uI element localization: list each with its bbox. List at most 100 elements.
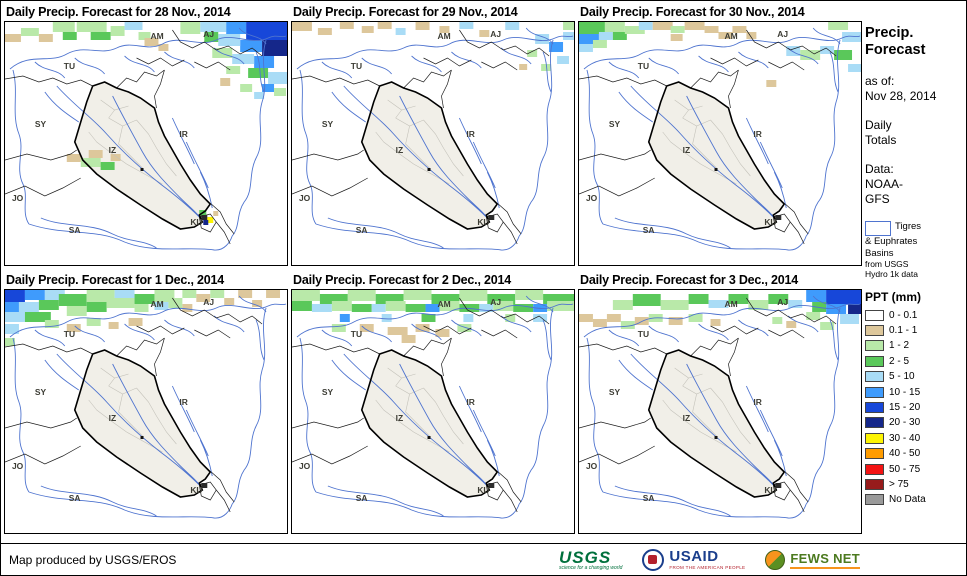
legend: 0 - 0.1 0.1 - 1 1 - 2 2 - 5 5 - 10 10 - 15 15 … <box>865 308 965 508</box>
svg-text:SA: SA <box>356 493 368 503</box>
basin-label-1: Tigres <box>895 221 922 233</box>
legend-label: 30 - 40 <box>889 432 921 444</box>
agency-logos: USGS science for a changing world USAID … <box>559 547 860 573</box>
svg-text:JO: JO <box>299 461 311 471</box>
svg-text:AM: AM <box>150 31 163 41</box>
svg-text:KU: KU <box>477 485 489 495</box>
panel-title: Daily Precip. Forecast for 2 Dec., 2014 <box>293 273 512 287</box>
map-svg: AM AJ TU SY IZ IR JO SA KU <box>5 22 287 251</box>
legend-label: 5 - 10 <box>889 371 915 383</box>
svg-text:IZ: IZ <box>683 145 691 155</box>
basin-outline-swatch <box>865 221 891 237</box>
legend-row: No Data <box>865 492 965 507</box>
footer-bar: Map produced by USGS/EROS USGS science f… <box>1 543 966 575</box>
svg-text:SA: SA <box>69 225 81 235</box>
svg-text:TU: TU <box>351 61 362 71</box>
fewsnet-globe-icon <box>765 550 786 570</box>
svg-text:KU: KU <box>477 217 489 227</box>
legend-color-swatch <box>865 340 884 352</box>
forecast-panel-2: Daily Precip. Forecast for 29 Nov., 2014… <box>291 3 575 266</box>
svg-text:IZ: IZ <box>109 413 117 423</box>
svg-text:JO: JO <box>586 193 598 203</box>
legend-row: 15 - 20 <box>865 400 965 415</box>
legend-color-swatch <box>865 494 884 506</box>
usaid-logo: USAID FROM THE AMERICAN PEOPLE <box>642 549 745 571</box>
usgs-tagline: science for a changing world <box>559 564 623 571</box>
forecast-panel-5: Daily Precip. Forecast for 2 Dec., 2014 … <box>291 271 575 534</box>
svg-text:IZ: IZ <box>396 413 404 423</box>
legend-label: 50 - 75 <box>889 463 921 475</box>
legend-color-swatch <box>865 325 884 337</box>
panel-title: Daily Precip. Forecast for 29 Nov., 2014 <box>293 5 518 19</box>
svg-text:SA: SA <box>356 225 368 235</box>
svg-text:JO: JO <box>586 461 598 471</box>
map-2-dec: AM AJ TU SY IZ IR JO SA KU <box>291 289 575 534</box>
usgs-logo: USGS science for a changing world <box>559 547 623 571</box>
svg-text:AM: AM <box>437 31 450 41</box>
map-credit: Map produced by USGS/EROS <box>9 553 177 567</box>
svg-text:SY: SY <box>35 387 47 397</box>
svg-text:IZ: IZ <box>396 145 404 155</box>
svg-text:TU: TU <box>64 329 75 339</box>
svg-text:KU: KU <box>190 217 202 227</box>
panel-title: Daily Precip. Forecast for 28 Nov., 2014 <box>6 5 231 19</box>
ppt-units-label: PPT (mm) <box>865 289 922 304</box>
svg-text:SA: SA <box>69 493 81 503</box>
forecast-panel-1: Daily Precip. Forecast for 28 Nov., 2014… <box>4 3 288 266</box>
legend-row: 1 - 2 <box>865 338 965 353</box>
map-30-nov: AM AJ TU SY IZ IR JO SA KU <box>578 21 862 266</box>
svg-text:AJ: AJ <box>203 297 214 307</box>
map-svg: AM AJ TU SY IZ IR JO SA KU <box>5 290 287 519</box>
legend-label: 0 - 0.1 <box>889 309 918 321</box>
map-28-nov: AM AJ TU SY IZ IR JO SA KU <box>4 21 288 266</box>
map-svg: AM AJ TU SY IZ IR JO SA KU <box>579 22 861 251</box>
svg-text:IR: IR <box>753 397 761 407</box>
usaid-tagline: FROM THE AMERICAN PEOPLE <box>669 565 746 571</box>
map-svg: AM AJ TU SY IZ IR JO SA KU <box>579 290 861 519</box>
legend-label: 0.1 - 1 <box>889 325 918 337</box>
forecast-panel-6: Daily Precip. Forecast for 3 Dec., 2014 … <box>578 271 862 534</box>
basin-label-3: from USGS Hydro 1k data <box>865 259 918 280</box>
svg-text:JO: JO <box>299 193 311 203</box>
data-source-block: Data: NOAA-GFS <box>865 162 965 207</box>
fewsnet-logo-text: FEWS NET <box>790 551 860 569</box>
panel-title: Daily Precip. Forecast for 3 Dec., 2014 <box>580 273 799 287</box>
legend-color-swatch <box>865 355 884 367</box>
svg-text:JO: JO <box>12 461 24 471</box>
svg-text:IR: IR <box>466 397 474 407</box>
legend-row: 0 - 0.1 <box>865 308 965 323</box>
svg-text:SA: SA <box>643 225 655 235</box>
svg-text:IZ: IZ <box>109 145 117 155</box>
usgs-logo-text: USGS <box>559 547 612 567</box>
legend-label: 10 - 15 <box>889 386 921 398</box>
legend-label: 15 - 20 <box>889 402 921 414</box>
svg-text:TU: TU <box>351 329 362 339</box>
forecast-panel-grid: Daily Precip. Forecast for 28 Nov., 2014… <box>4 3 862 534</box>
svg-text:AJ: AJ <box>490 297 501 307</box>
as-of-date: Nov 28, 2014 <box>865 89 937 104</box>
svg-text:TU: TU <box>64 61 75 71</box>
svg-text:IR: IR <box>179 129 187 139</box>
legend-row: 30 - 40 <box>865 431 965 446</box>
legend-color-swatch <box>865 309 884 321</box>
legend-row: > 75 <box>865 477 965 492</box>
sidebar-title: Precip. Forecast <box>865 25 926 58</box>
legend-color-swatch <box>865 448 884 460</box>
svg-text:TU: TU <box>638 61 649 71</box>
as-of-label: as of: <box>865 74 895 89</box>
svg-text:SY: SY <box>322 119 334 129</box>
legend-label: 40 - 50 <box>889 448 921 460</box>
svg-text:IR: IR <box>753 129 761 139</box>
data-value: NOAA-GFS <box>865 177 904 207</box>
svg-text:KU: KU <box>764 485 776 495</box>
legend-color-swatch <box>865 417 884 429</box>
legend-label: No Data <box>889 494 926 506</box>
svg-text:SA: SA <box>643 493 655 503</box>
legend-row: 2 - 5 <box>865 354 965 369</box>
map-29-nov: AM AJ TU SY IZ IR JO SA KU <box>291 21 575 266</box>
legend-label: > 75 <box>889 478 909 490</box>
legend-color-swatch <box>865 402 884 414</box>
svg-text:SY: SY <box>609 387 621 397</box>
svg-text:IR: IR <box>466 129 474 139</box>
